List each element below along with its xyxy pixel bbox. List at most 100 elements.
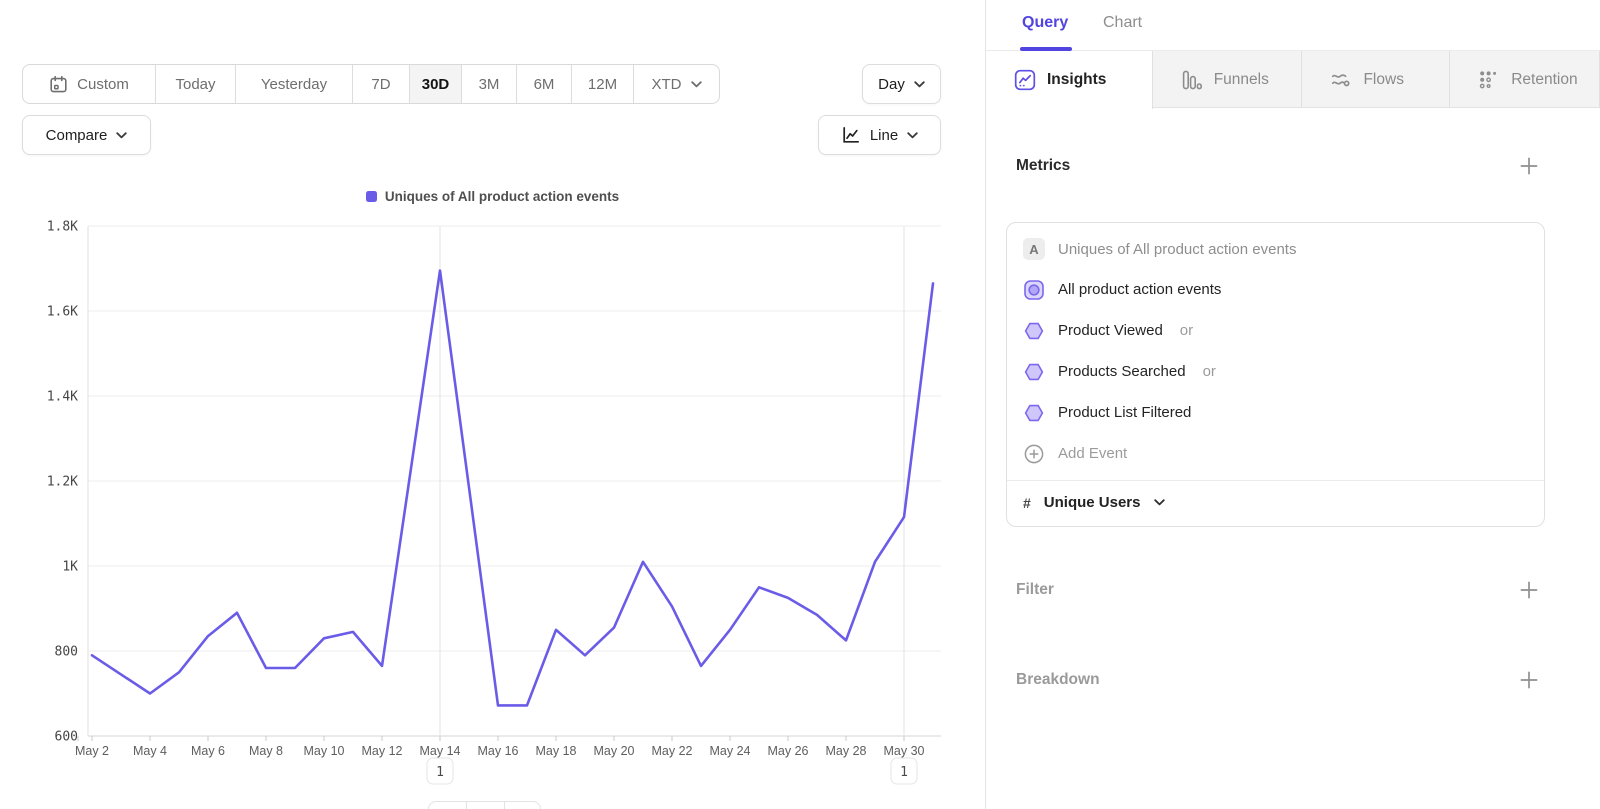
range-button-12m[interactable]: 12M [572,65,634,103]
funnels-icon [1181,69,1203,91]
svg-text:May 12: May 12 [362,744,403,758]
add-circle-icon [1023,443,1045,465]
range-button-6m[interactable]: 6M [517,65,572,103]
range-label: 6M [533,75,555,93]
event-operator: or [1202,363,1216,380]
range-button-today[interactable]: Today [156,65,236,103]
svg-text:May 4: May 4 [133,744,167,758]
filter-section-title: Filter [1016,581,1054,598]
svg-text:May 10: May 10 [304,744,345,758]
svg-text:May 26: May 26 [768,744,809,758]
event-row[interactable]: All product action events [1007,269,1544,310]
card-divider [1007,480,1544,481]
range-label: Yesterday [260,75,328,93]
legend-label: Uniques of All product action events [384,189,620,204]
svg-text:May 22: May 22 [652,744,693,758]
bottom-partial-control[interactable] [428,801,541,809]
chevron-down-icon [690,80,702,88]
range-label: XTD [651,75,682,93]
svg-text:May 6: May 6 [191,744,225,758]
compare-label: Compare [45,126,108,144]
add-filter-button[interactable] [1520,581,1538,599]
range-button-3m[interactable]: 3M [462,65,517,103]
range-button-7d[interactable]: 7D [353,65,410,103]
svg-text:May 8: May 8 [249,744,283,758]
tab-chart[interactable]: Chart [1103,14,1143,31]
date-range-group: Custom Today Yesterday 7D 30D 3M 6M 12M XTD [22,64,720,104]
svg-text:1: 1 [436,765,444,780]
panel-header: Query Chart [986,0,1600,51]
hexagon-icon [1023,402,1045,424]
tab-query[interactable]: Query [1022,14,1069,31]
svg-text:May 30: May 30 [884,744,925,758]
svg-text:1K: 1K [62,560,78,575]
event-operator: or [1179,322,1194,339]
add-event-button[interactable]: Add Event [1007,433,1544,474]
granularity-label: Day [878,75,905,93]
metrics-section-title: Metrics [1016,157,1071,174]
svg-text:May 18: May 18 [536,744,577,758]
report-tab-funnels[interactable]: Funnels [1153,51,1303,108]
report-tab-flows[interactable]: Flows [1302,51,1451,108]
chart-type-label: Line [869,126,899,144]
metric-letter-badge: A [1023,238,1045,260]
calendar-icon [49,75,68,94]
add-breakdown-button[interactable] [1520,671,1538,689]
metric-summary-label: Uniques of All product action events [1058,240,1297,258]
event-label: Product List Filtered [1058,404,1192,421]
annotation-badge[interactable]: 1 [426,757,454,785]
measure-dropdown[interactable]: # Unique Users [1007,481,1544,526]
range-button-yesterday[interactable]: Yesterday [236,65,353,103]
svg-text:600: 600 [55,730,78,745]
svg-text:May 2: May 2 [75,744,109,758]
svg-text:1.6K: 1.6K [47,305,78,320]
legend-swatch [365,191,377,202]
metric-card-header[interactable]: A Uniques of All product action events [1007,223,1544,269]
active-tab-underline [1020,47,1072,51]
chevron-down-icon [116,131,128,139]
svg-text:May 14: May 14 [420,744,461,758]
chevron-down-icon [914,80,925,88]
flows-icon [1330,69,1352,91]
svg-text:May 28: May 28 [826,744,867,758]
report-type-tabs: Insights Funnels Flows Retention [986,51,1600,109]
chart-type-dropdown[interactable]: Line [818,115,941,155]
event-row[interactable]: Products Searched or [1007,351,1544,392]
line-chart[interactable]: 600 800 1K 1.2K 1.4K 1.6K 1.8K May 2 May 4 May 6 M… [0,210,985,809]
annotation-badge[interactable]: 1 [890,757,918,785]
range-label: 30D [421,75,450,93]
breakdown-section-title: Breakdown [1016,671,1100,688]
retention-icon [1478,69,1500,91]
range-button-custom[interactable]: Custom [23,65,156,103]
chart-legend: Uniques of All product action events [0,189,985,204]
report-tab-insights[interactable]: Insights [986,51,1153,109]
svg-text:1: 1 [900,765,908,780]
event-row[interactable]: Product List Filtered [1007,392,1544,433]
line-chart-icon [841,125,861,145]
event-label: Product Viewed [1058,322,1163,339]
svg-text:1.2K: 1.2K [47,475,78,490]
chevron-down-icon [1153,499,1165,506]
svg-text:1.4K: 1.4K [47,390,78,405]
add-metric-button[interactable] [1520,157,1538,175]
range-label: Custom [77,75,129,93]
svg-text:May 20: May 20 [594,744,635,758]
report-tab-retention[interactable]: Retention [1450,51,1600,108]
range-button-30d[interactable]: 30D [410,65,462,103]
report-tab-label: Funnels [1213,70,1269,88]
range-label: 3M [478,75,500,93]
svg-text:1.8K: 1.8K [47,220,78,235]
report-tab-label: Retention [1511,70,1578,88]
event-row[interactable]: Product Viewed or [1007,310,1544,351]
query-panel: Query Chart Insights Funnels Flows Retentio… [985,0,1600,809]
chevron-down-icon [907,131,918,139]
hexagon-icon [1023,320,1045,342]
metric-card: A Uniques of All product action events A… [1006,222,1545,527]
all-events-icon [1023,279,1045,301]
granularity-dropdown[interactable]: Day [862,64,941,104]
range-button-xtd[interactable]: XTD [634,65,719,103]
range-label: Today [175,75,216,93]
compare-dropdown[interactable]: Compare [22,115,151,155]
chart-pane: Custom Today Yesterday 7D 30D 3M 6M 12M XTD Day … [0,64,985,809]
